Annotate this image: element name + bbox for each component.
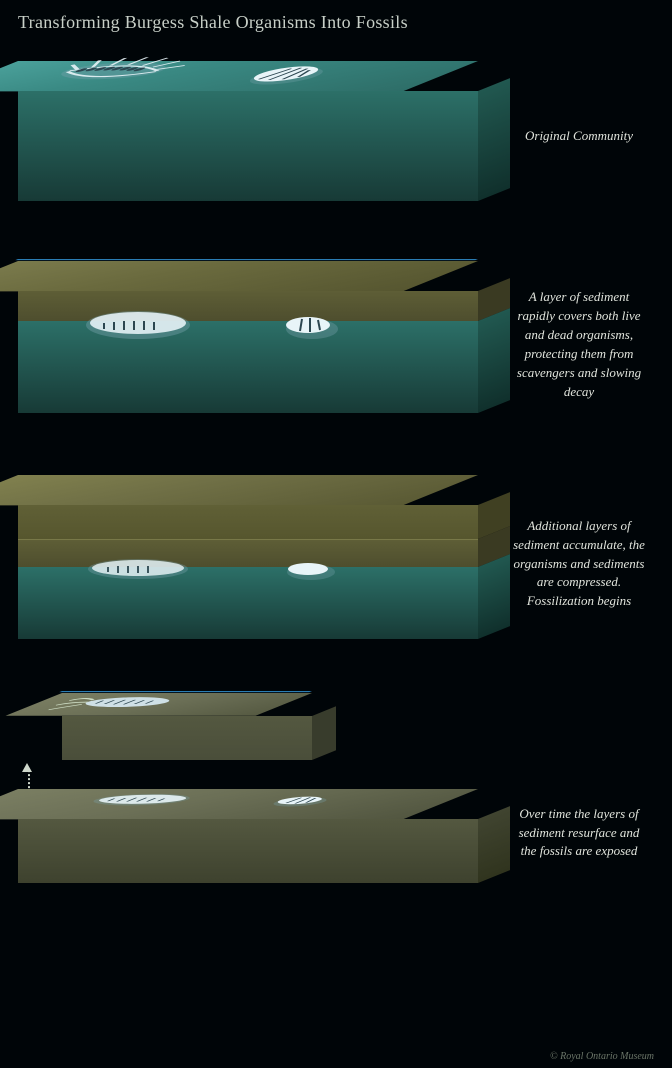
lower-rock-side [478, 806, 510, 883]
stage-4: Over time the layers of sediment resurfa… [18, 693, 654, 903]
stage-3: Additional layers of sediment accumulate… [18, 469, 654, 659]
upper-water-line [59, 691, 312, 692]
water-front [18, 321, 478, 413]
stage-1-diagram [18, 51, 498, 221]
stage-3-diagram [18, 469, 498, 659]
stage-2-caption: A layer of sediment rapidly covers both … [498, 288, 654, 401]
page-title: Transforming Burgess Shale Organisms Int… [18, 12, 654, 33]
lower-rock-front [18, 819, 478, 883]
stage-4-caption: Over time the layers of sediment resurfa… [498, 735, 654, 862]
sed1-front [18, 539, 478, 567]
water-side [478, 554, 510, 639]
water-side [478, 308, 510, 413]
stage-3-caption: Additional layers of sediment accumulate… [498, 517, 654, 611]
credit-text: © Royal Ontario Museum [550, 1051, 654, 1062]
arrowhead-icon [22, 763, 32, 772]
stage-1: Original Community [18, 51, 654, 221]
lower-rock-top [0, 789, 478, 819]
stage-4-diagram [18, 693, 498, 903]
sed-top [0, 475, 478, 505]
stage-1-caption: Original Community [498, 127, 654, 146]
sed2-front [18, 505, 478, 539]
water-front [18, 91, 478, 201]
water-line [15, 259, 478, 260]
upper-rock-front [62, 716, 312, 760]
stage-2-diagram [18, 255, 498, 435]
water-side [478, 78, 510, 201]
upper-rock-top [6, 693, 312, 716]
sediment-top [0, 261, 478, 291]
water-front [18, 567, 478, 639]
stage-2: A layer of sediment rapidly covers both … [18, 255, 654, 435]
water-top [0, 61, 478, 91]
upper-rock-side [312, 706, 336, 760]
sediment-front [18, 291, 478, 321]
